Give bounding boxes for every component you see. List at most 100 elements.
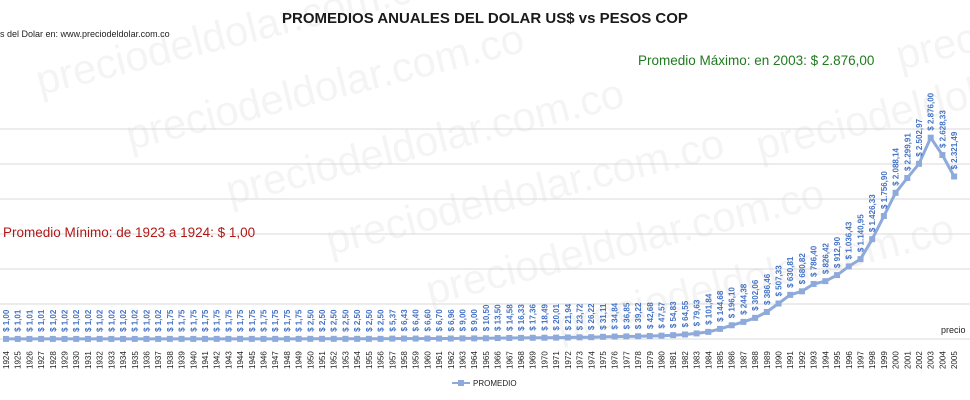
data-point: [798, 288, 805, 295]
x-tick-label: 1989: [763, 351, 772, 369]
x-tick-label: 1935: [131, 351, 140, 369]
data-point: [295, 335, 302, 342]
data-point: [915, 160, 922, 167]
x-tick-label: 1967: [505, 351, 514, 369]
x-tick-label: 1997: [856, 351, 865, 369]
data-label: $ 6,70: [435, 309, 444, 332]
x-tick-label: 1946: [260, 351, 269, 369]
x-tick-label: 1942: [213, 351, 222, 369]
x-tick-label: 1961: [435, 351, 444, 369]
data-point: [869, 236, 876, 243]
data-point: [951, 173, 958, 180]
x-tick-label: 2001: [903, 351, 912, 369]
data-point: [518, 334, 525, 341]
data-point: [213, 335, 220, 342]
x-tick-label: 1996: [845, 351, 854, 369]
data-label: $ 31,11: [599, 303, 608, 330]
data-point: [646, 333, 653, 340]
x-tick-label: 1988: [751, 351, 760, 369]
data-point: [307, 335, 314, 342]
x-tick-label: 2005: [950, 351, 959, 369]
x-tick-label: 1976: [611, 351, 620, 369]
data-point: [49, 335, 56, 342]
data-label: $ 10,50: [482, 304, 491, 331]
data-point: [365, 335, 372, 342]
data-label: $ 630,81: [786, 256, 795, 288]
x-tick-label: 1937: [154, 351, 163, 369]
x-tick-label: 1952: [330, 351, 339, 369]
data-label: $ 54,83: [669, 301, 678, 328]
data-label: $ 2.502,97: [915, 118, 924, 156]
data-label: $ 1,01: [37, 309, 46, 332]
data-label: $ 1,01: [14, 309, 23, 332]
data-label: $ 9,00: [458, 309, 467, 332]
data-label: $ 1,02: [61, 309, 70, 332]
data-label: $ 144,68: [716, 290, 725, 322]
data-label: $ 6,40: [412, 309, 421, 332]
data-label: $ 39,22: [634, 302, 643, 329]
x-axis-ticks: 1924 1925 1926 1927 1928 1929 1930 1931 1932 1933…: [2, 351, 959, 369]
data-label: $ 912,90: [833, 236, 842, 268]
data-label: $ 101,84: [704, 293, 713, 325]
data-point: [201, 335, 208, 342]
data-label: $ 1,75: [166, 309, 175, 332]
data-point: [763, 308, 770, 315]
data-label: $ 1.140,95: [856, 214, 865, 252]
data-label: $ 1.036,43: [845, 221, 854, 259]
data-point: [775, 300, 782, 307]
data-point: [822, 278, 829, 285]
data-label: $ 1,75: [283, 309, 292, 332]
x-tick-label: 1949: [295, 351, 304, 369]
data-point: [26, 335, 33, 342]
data-point: [588, 334, 595, 341]
x-tick-label: 1924: [2, 351, 11, 369]
data-label: $ 1,02: [142, 309, 151, 332]
data-point: [73, 335, 80, 342]
data-point: [96, 335, 103, 342]
x-tick-label: 1963: [458, 351, 467, 369]
data-point: [553, 334, 560, 341]
x-tick-label: 1953: [341, 351, 350, 369]
data-point: [412, 335, 419, 342]
data-point: [225, 335, 232, 342]
data-label: $ 1.756,90: [880, 171, 889, 209]
data-label: $ 64,55: [681, 300, 690, 327]
data-label: $ 1,75: [295, 309, 304, 332]
data-point: [14, 335, 21, 342]
x-tick-label: 1957: [388, 351, 397, 369]
data-label: $ 680,82: [798, 253, 807, 285]
data-label: $ 18,49: [540, 303, 549, 330]
data-label: $ 23,72: [576, 303, 585, 330]
x-tick-label: 1994: [821, 351, 830, 369]
data-point: [892, 189, 899, 196]
data-label: $ 5,37: [388, 309, 397, 332]
x-tick-label: 1974: [587, 351, 596, 369]
data-point: [354, 335, 361, 342]
x-tick-label: 1936: [142, 351, 151, 369]
data-point: [482, 335, 489, 342]
x-tick-label: 1992: [798, 351, 807, 369]
data-label: $ 2,50: [377, 309, 386, 332]
data-label: $ 2,50: [353, 309, 362, 332]
data-label: $ 21,94: [564, 303, 573, 330]
x-tick-label: 1978: [634, 351, 643, 369]
x-tick-label: 1943: [224, 351, 233, 369]
x-tick-label: 2002: [915, 351, 924, 369]
x-tick-label: 1995: [833, 351, 842, 369]
x-tick-label: 2000: [892, 351, 901, 369]
x-tick-label: 1958: [400, 351, 409, 369]
x-tick-label: 1944: [236, 351, 245, 369]
data-point: [599, 333, 606, 340]
x-tick-label: 1998: [868, 351, 877, 369]
data-point: [38, 335, 45, 342]
data-point: [120, 335, 127, 342]
x-tick-label: 1948: [283, 351, 292, 369]
x-tick-label: 1940: [189, 351, 198, 369]
x-tick-label: 2003: [927, 351, 936, 369]
data-point: [283, 335, 290, 342]
data-label: $ 1,75: [189, 309, 198, 332]
data-point: [845, 263, 852, 270]
data-point: [237, 335, 244, 342]
data-label: $ 13,50: [494, 304, 503, 331]
data-point: [880, 213, 887, 220]
